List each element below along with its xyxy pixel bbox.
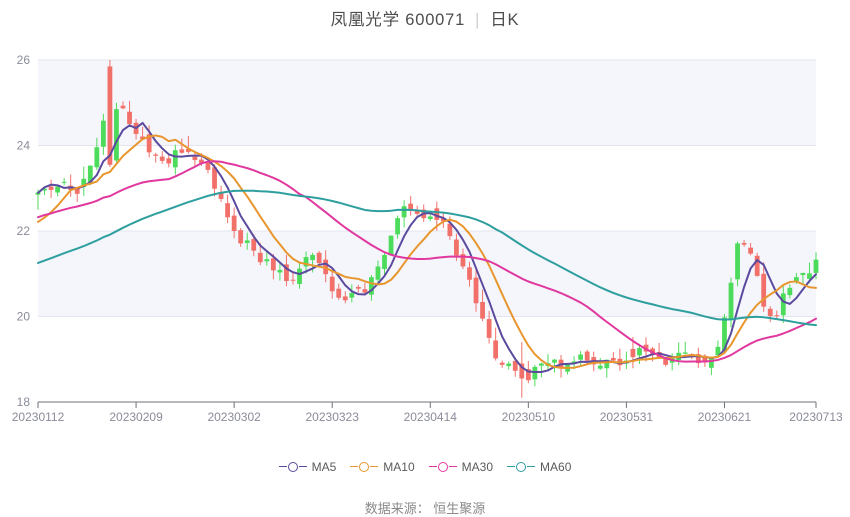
svg-text:24: 24: [17, 139, 31, 153]
svg-text:20230112: 20230112: [12, 410, 65, 424]
svg-text:22: 22: [17, 224, 31, 238]
svg-text:20230713: 20230713: [789, 410, 843, 424]
svg-text:20230323: 20230323: [306, 410, 360, 424]
svg-text:20230414: 20230414: [404, 410, 458, 424]
svg-text:18: 18: [17, 395, 31, 409]
svg-text:20: 20: [17, 310, 31, 324]
svg-text:26: 26: [17, 53, 31, 67]
svg-text:20230209: 20230209: [109, 410, 163, 424]
svg-text:20230621: 20230621: [698, 410, 752, 424]
svg-text:20230510: 20230510: [502, 410, 556, 424]
svg-text:20230302: 20230302: [207, 410, 261, 424]
svg-text:20230531: 20230531: [600, 410, 654, 424]
